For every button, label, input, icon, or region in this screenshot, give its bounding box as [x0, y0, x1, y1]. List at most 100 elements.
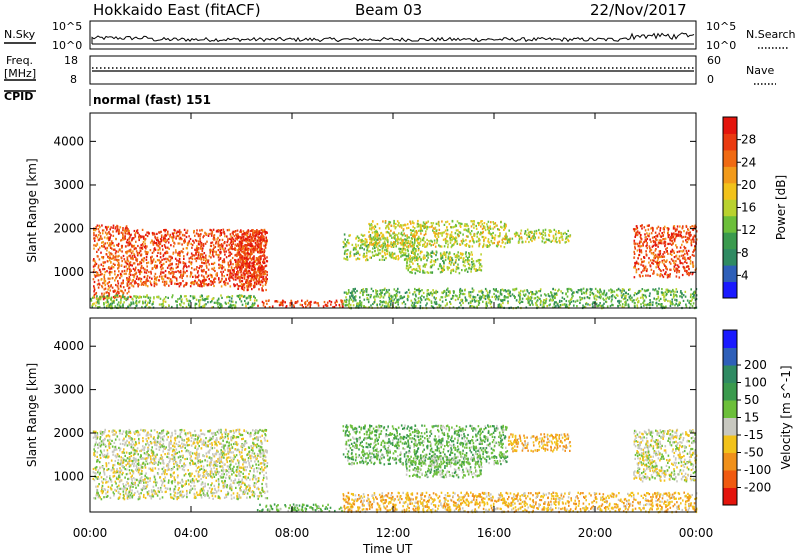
data-cell [414, 240, 416, 243]
data-cell [109, 289, 111, 292]
data-cell [386, 238, 388, 241]
data-cell [385, 291, 387, 294]
data-cell [448, 223, 451, 226]
data-cell [351, 290, 353, 293]
data-cell [115, 292, 118, 295]
data-cell [119, 284, 122, 287]
data-cell [402, 243, 405, 246]
data-cell [658, 250, 661, 253]
data-cell [540, 300, 542, 303]
data-cell [373, 241, 376, 244]
data-cell [673, 265, 676, 268]
data-cell [667, 227, 670, 230]
data-cell [112, 234, 115, 237]
data-cell [390, 224, 392, 227]
data-cell [690, 241, 693, 244]
data-cell [255, 243, 257, 246]
data-cell [366, 296, 369, 300]
data-cell [347, 292, 349, 295]
data-cell [150, 262, 153, 265]
data-cell [246, 266, 249, 269]
data-cell [658, 239, 661, 242]
data-cell [670, 237, 673, 240]
data-cell [511, 237, 514, 240]
data-cell [384, 241, 386, 245]
data-cell [265, 276, 267, 279]
data-cell [692, 292, 694, 295]
freq-unit-label: [MHz] [4, 67, 36, 80]
data-cell [377, 234, 379, 237]
data-cell [484, 295, 487, 298]
data-cell [382, 220, 384, 223]
data-cell [262, 239, 265, 242]
data-cell [218, 266, 221, 269]
data-cell [660, 240, 662, 243]
data-cell [257, 267, 259, 270]
data-cell [151, 232, 154, 235]
data-cell [679, 230, 681, 233]
data-cell [191, 267, 193, 270]
data-cell [178, 233, 181, 236]
data-cell [230, 240, 232, 243]
data-cell [435, 289, 437, 292]
data-cell [456, 220, 459, 223]
data-cell [467, 258, 469, 261]
data-cell [644, 265, 647, 268]
nsky-panel-frame [89, 20, 697, 50]
data-cell [156, 265, 158, 268]
data-cell [274, 300, 276, 303]
data-cell [164, 228, 166, 232]
data-cell [468, 291, 470, 294]
data-cell [124, 232, 127, 235]
data-cell [480, 297, 482, 300]
data-cell [246, 255, 249, 259]
data-cell [103, 288, 106, 291]
data-cell [430, 255, 433, 258]
data-cell [473, 265, 475, 268]
data-cell [646, 224, 649, 227]
data-cell [107, 288, 109, 291]
data-cell [504, 235, 506, 238]
data-cell [409, 229, 412, 232]
data-cell [226, 229, 229, 232]
data-cell [190, 261, 193, 264]
data-cell [388, 292, 391, 295]
data-cell [600, 290, 602, 293]
data-cell [214, 245, 217, 249]
data-cell [652, 253, 655, 256]
data-cell [406, 236, 409, 239]
data-cell [258, 278, 260, 282]
data-cell [194, 279, 196, 282]
data-cell [101, 237, 103, 240]
data-cell [236, 254, 238, 257]
data-cell [412, 268, 415, 271]
data-cell [648, 245, 651, 248]
nsearch-tick-bottom: 10^0 [706, 39, 736, 52]
data-cell [425, 230, 427, 233]
data-cell [680, 234, 683, 237]
data-cell [664, 291, 667, 294]
data-cell [93, 247, 95, 250]
data-cell [241, 257, 243, 261]
data-cell [195, 252, 197, 255]
data-cell [683, 245, 686, 248]
data-cell [420, 225, 422, 228]
data-cell [690, 300, 693, 303]
data-cell [654, 257, 656, 260]
data-cell [401, 248, 403, 251]
data-cell [132, 273, 134, 277]
data-cell [122, 229, 124, 232]
data-cell [552, 295, 555, 298]
data-cell [365, 238, 368, 241]
data-cell [137, 285, 139, 288]
data-cell [335, 299, 338, 302]
data-cell [187, 251, 189, 254]
data-cell [152, 260, 154, 263]
data-cell [140, 244, 142, 247]
data-cell [430, 251, 432, 254]
data-cell [242, 272, 245, 275]
data-cell [103, 236, 106, 239]
data-cell [133, 254, 136, 257]
data-cell [364, 255, 367, 258]
data-cell [649, 250, 651, 253]
